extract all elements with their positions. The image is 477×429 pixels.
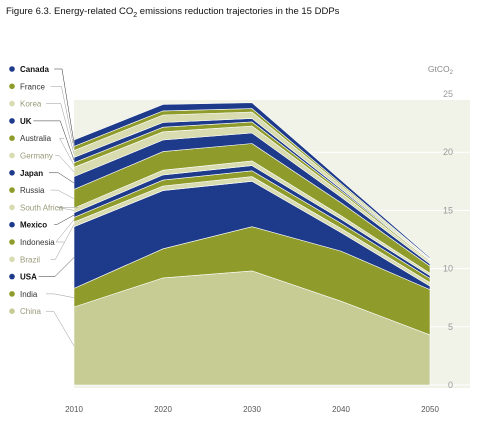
y-tick-0: 0 bbox=[448, 380, 453, 390]
y-tick-10: 10 bbox=[443, 264, 453, 274]
y-axis-unit: GtCO2 bbox=[428, 64, 454, 76]
leader-india bbox=[46, 293, 75, 298]
legend-label-mexico: Mexico bbox=[20, 221, 47, 230]
leader-germany bbox=[55, 155, 75, 173]
legend-label-japan: Japan bbox=[20, 169, 43, 178]
x-tick-2040: 2040 bbox=[332, 405, 350, 414]
leader-china bbox=[46, 310, 75, 347]
legend-marker-south-africa bbox=[9, 204, 15, 211]
leader-australia bbox=[59, 137, 75, 166]
leader-usa bbox=[38, 257, 75, 277]
legend-label-uk: UK bbox=[20, 117, 32, 126]
y-axis: GtCO2 0 5 10 15 20 25 bbox=[428, 64, 454, 390]
leader-indonesia bbox=[55, 219, 75, 243]
legend-label-germany: Germany bbox=[20, 152, 53, 161]
leader-mexico bbox=[54, 214, 75, 225]
area-series bbox=[73, 102, 431, 386]
legend-label-india: India bbox=[20, 290, 38, 299]
legend-label-canada: Canada bbox=[20, 65, 49, 74]
x-tick-2010: 2010 bbox=[65, 405, 83, 414]
legend-marker-brazil bbox=[9, 256, 15, 263]
legend-marker-russia bbox=[9, 187, 15, 193]
legend: Canada France Korea UK Australia Germany Japan… bbox=[9, 65, 64, 316]
legend-marker-france bbox=[9, 83, 15, 90]
legend-label-china: China bbox=[20, 307, 41, 316]
legend-marker-uk bbox=[9, 118, 15, 124]
x-tick-2030: 2030 bbox=[243, 405, 261, 414]
leader-france bbox=[50, 86, 75, 149]
legend-leader-lines bbox=[33, 68, 79, 347]
y-tick-5: 5 bbox=[448, 322, 453, 332]
legend-marker-japan bbox=[9, 170, 15, 176]
legend-label-south-africa: South Africa bbox=[20, 203, 64, 212]
y-tick-20: 20 bbox=[443, 147, 453, 157]
leader-russia bbox=[50, 189, 75, 200]
legend-label-russia: Russia bbox=[20, 186, 45, 195]
x-tick-2050: 2050 bbox=[421, 405, 439, 414]
legend-marker-canada bbox=[9, 66, 15, 72]
area-canada bbox=[73, 102, 431, 260]
legend-label-australia: Australia bbox=[20, 134, 52, 143]
legend-label-usa: USA bbox=[20, 273, 37, 282]
leader-brazil bbox=[50, 224, 75, 260]
legend-label-indonesia: Indonesia bbox=[20, 238, 55, 247]
y-tick-25: 25 bbox=[443, 89, 453, 99]
x-tick-2020: 2020 bbox=[154, 405, 172, 414]
legend-marker-indonesia bbox=[9, 239, 15, 245]
y-tick-15: 15 bbox=[443, 205, 453, 215]
figure-title: Figure 6.3. Energy-related CO2 emissions… bbox=[6, 6, 340, 19]
legend-marker-germany bbox=[9, 152, 15, 159]
leader-south-africa bbox=[57, 207, 79, 211]
legend-marker-korea bbox=[9, 100, 15, 107]
legend-marker-mexico bbox=[9, 221, 15, 228]
leader-uk bbox=[33, 120, 75, 161]
legend-marker-australia bbox=[9, 135, 15, 141]
legend-label-brazil: Brazil bbox=[20, 255, 40, 264]
leader-korea bbox=[46, 103, 75, 154]
legend-marker-usa bbox=[9, 273, 15, 280]
legend-marker-india bbox=[9, 291, 15, 297]
leader-canada bbox=[54, 68, 75, 144]
leader-japan bbox=[49, 172, 75, 184]
legend-label-korea: Korea bbox=[20, 100, 42, 109]
legend-marker-china bbox=[9, 308, 15, 315]
x-axis: 2010 2020 2030 2040 2050 bbox=[65, 405, 439, 414]
legend-label-france: France bbox=[20, 82, 45, 91]
